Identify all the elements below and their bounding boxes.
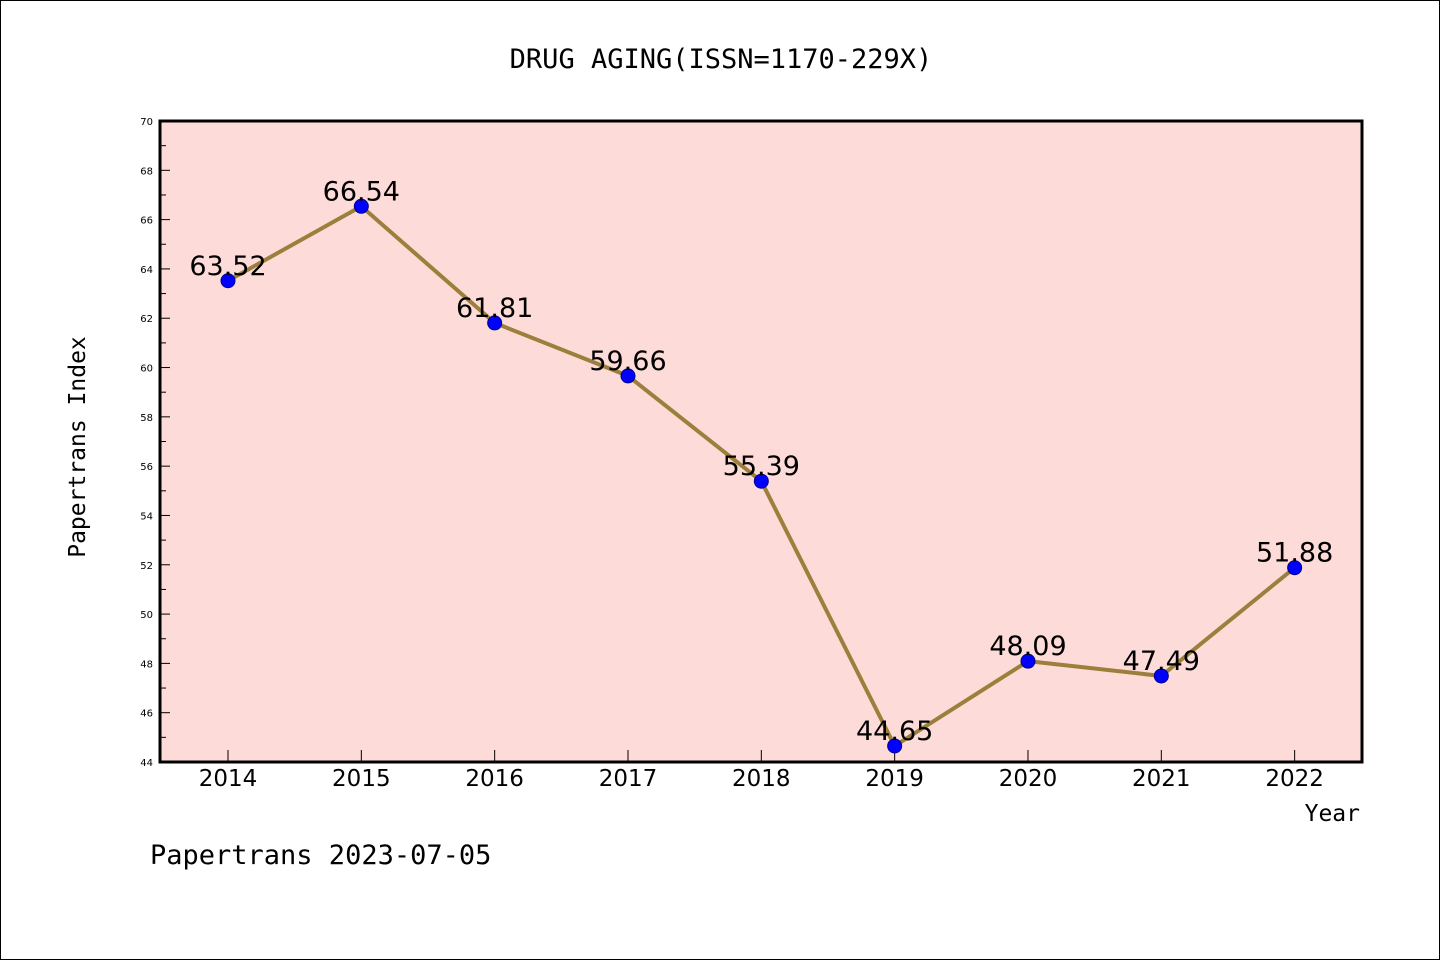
y-tick-label: 64 [140,265,153,276]
x-tick-label: 2014 [199,766,258,792]
data-point-marker [1287,560,1303,576]
y-axis-title: Papertrans Index [65,336,91,558]
series-line-group: 63.52 66.54 61.81 59.66 55.39 44.65 48.09 47.49… [189,176,1333,754]
data-label: 44.65 [856,716,933,747]
y-tick-label: 60 [140,364,153,375]
data-label: 63.52 [189,251,266,282]
data-point-marker [887,738,903,754]
plot-area [160,121,1362,762]
x-tick-label: 2019 [865,766,924,792]
data-label: 48.09 [989,631,1066,662]
x-tick-label: 2022 [1265,766,1324,792]
data-point-marker [753,473,769,489]
x-tick-label: 2017 [599,766,658,792]
y-tick-label: 66 [140,216,153,227]
y-tick-label: 44 [140,758,153,769]
data-point-marker [353,198,369,214]
data-point-marker [620,368,636,384]
x-tick-label: 2016 [465,766,524,792]
plot-frame [158,119,1364,764]
data-point-marker [220,273,236,289]
data-label: 51.88 [1256,538,1333,569]
data-point-marker [487,315,503,331]
x-axis-ticks: 2014 2015 2016 2017 2018 2019 2020 2021 2022 [199,750,1324,792]
y-tick-label: 58 [140,413,153,424]
x-tick-label: 2015 [332,766,391,792]
y-tick-label: 50 [140,610,153,621]
chart-title: DRUG AGING(ISSN=1170-229X) [510,44,933,75]
x-axis-title: Year [1305,801,1360,827]
x-tick-label: 2018 [732,766,791,792]
y-tick-label: 68 [140,166,153,177]
y-tick-label: 52 [140,561,153,572]
y-tick-label: 54 [140,511,153,522]
data-label: 47.49 [1123,646,1200,677]
y-tick-label: 70 [140,117,153,128]
y-tick-label: 62 [140,314,153,325]
data-label: 59.66 [589,346,666,377]
data-label: 61.81 [456,293,533,324]
data-label: 55.39 [723,451,800,482]
data-label: 66.54 [323,176,400,207]
watermark-text: Papertrans 2023-07-05 [150,840,491,871]
data-point-marker [1153,668,1169,684]
y-tick-label: 46 [140,709,153,720]
x-tick-label: 2020 [999,766,1058,792]
y-tick-label: 48 [140,659,153,670]
data-point-marker [1020,653,1036,669]
y-axis-ticks: 44 46 48 50 52 54 56 58 60 62 64 66 68 70 [140,117,170,769]
x-tick-label: 2021 [1132,766,1191,792]
y-tick-label: 56 [140,462,153,473]
